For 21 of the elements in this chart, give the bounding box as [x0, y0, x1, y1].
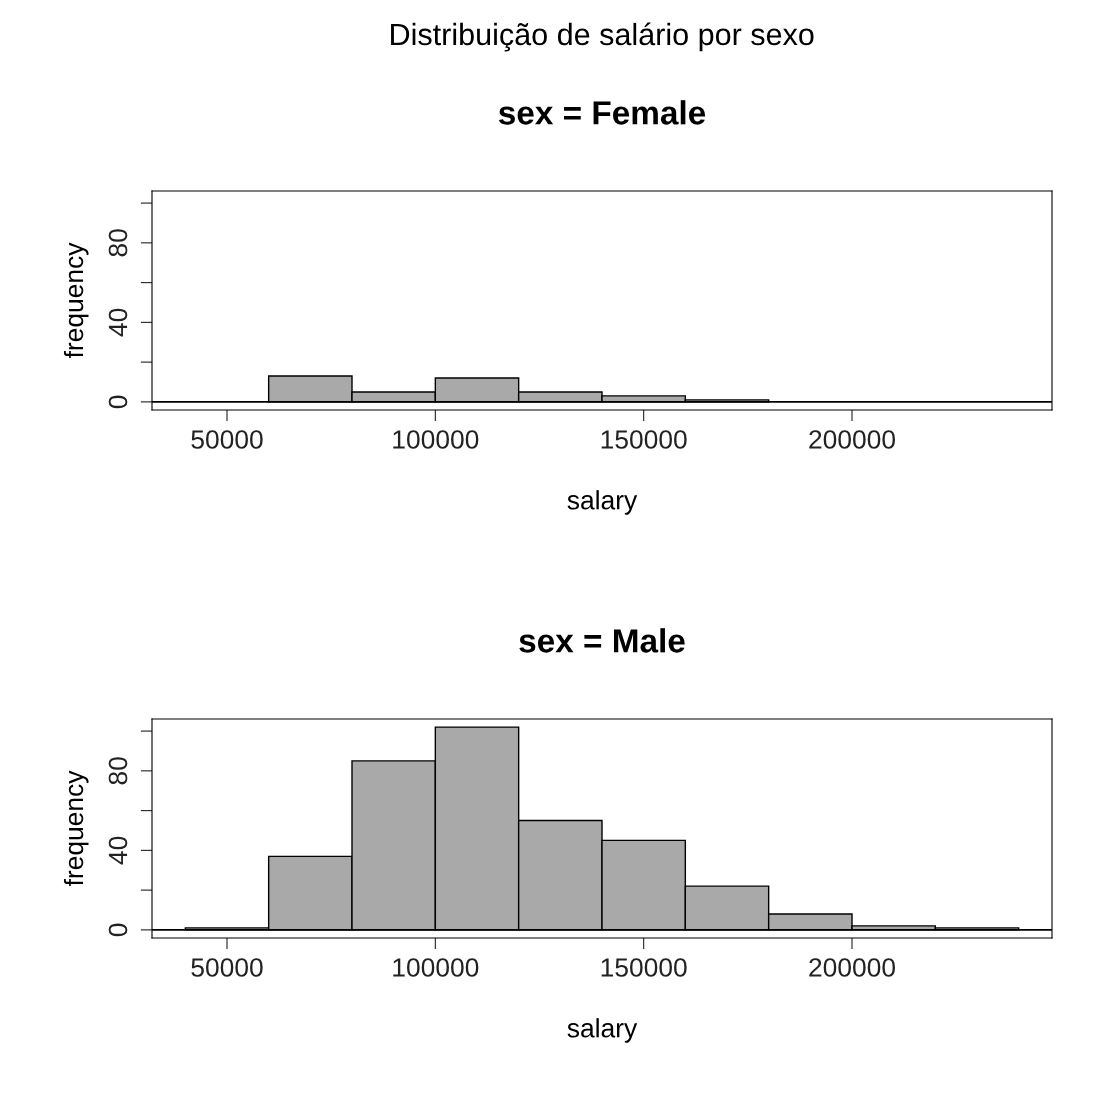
x-tick-label: 100000 — [393, 958, 479, 977]
y-axis-title: frequency — [63, 242, 89, 359]
y-axis-title: frequency — [63, 770, 89, 887]
y-tick-label: 80 — [108, 757, 128, 785]
y-tick-label: 40 — [108, 836, 128, 865]
text: Distribuição de salário por sexo — [391, 22, 814, 52]
y-tick-label: 0 — [108, 923, 128, 937]
x-tick-label: 50000 — [191, 430, 263, 449]
y-tick-label: 0 — [108, 395, 128, 409]
chart-title: sex = Male — [519, 628, 685, 653]
chart-title: sex = Female — [498, 100, 706, 125]
y-tick-label: 80 — [108, 229, 128, 257]
x-tick-label: 150000 — [601, 958, 687, 977]
y-tick-label: 40 — [108, 308, 128, 337]
x-tick-label: 100000 — [393, 430, 479, 449]
x-tick-label: 200000 — [809, 430, 895, 449]
x-tick-label: 150000 — [601, 430, 687, 449]
x-axis-title: salary — [567, 1018, 638, 1043]
x-axis-title: salary — [567, 490, 638, 515]
x-tick-label: 50000 — [191, 958, 263, 977]
x-tick-label: 200000 — [809, 958, 895, 977]
